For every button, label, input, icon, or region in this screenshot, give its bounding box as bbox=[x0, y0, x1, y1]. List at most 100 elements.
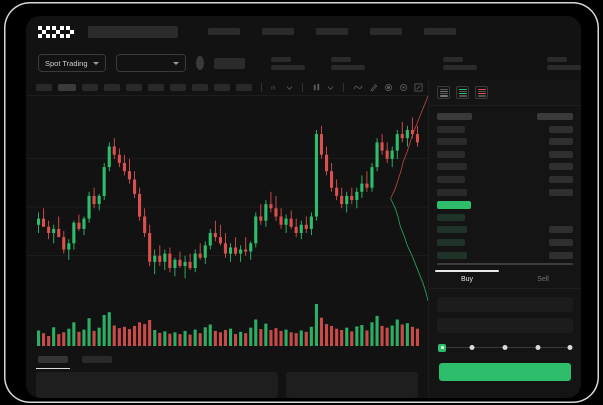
app-screen: Spot Trading bbox=[26, 16, 581, 398]
orderbook-ask-row[interactable] bbox=[429, 188, 581, 197]
amount-percent-slider[interactable] bbox=[438, 343, 573, 353]
tab-sell[interactable]: Sell bbox=[537, 276, 549, 284]
nav-link-5[interactable] bbox=[424, 28, 456, 35]
last-price-spacer bbox=[549, 201, 573, 208]
magnet-icon[interactable] bbox=[384, 83, 393, 92]
chevron-down-icon bbox=[92, 61, 99, 65]
toolbar-divider bbox=[343, 82, 344, 92]
slider-stop-75[interactable] bbox=[535, 344, 541, 350]
chevron-down-icon bbox=[173, 61, 180, 65]
orderbook-asks-icon[interactable] bbox=[475, 86, 488, 99]
timeframe-button-5[interactable] bbox=[126, 83, 142, 91]
stat-item bbox=[443, 56, 477, 70]
stat-item bbox=[547, 56, 581, 70]
chevron-down-icon[interactable] bbox=[286, 84, 293, 91]
orderbook-bids-icon[interactable] bbox=[456, 86, 469, 99]
last-price-highlight bbox=[437, 200, 471, 209]
orderbook-bid-row[interactable] bbox=[429, 225, 581, 234]
timeframe-button-2[interactable] bbox=[58, 83, 76, 91]
nav-link-3[interactable] bbox=[316, 28, 348, 35]
bid-price bbox=[437, 226, 467, 234]
orderbook-ask-row[interactable] bbox=[429, 137, 581, 146]
amount-field[interactable] bbox=[437, 318, 573, 334]
pair-price-label bbox=[214, 57, 245, 69]
chevron-down-icon[interactable] bbox=[327, 84, 334, 91]
stat-label bbox=[443, 56, 463, 62]
ask-price bbox=[437, 150, 465, 158]
bid-price bbox=[437, 251, 467, 259]
orderbook-last-price bbox=[429, 200, 581, 209]
bid-price bbox=[437, 238, 465, 246]
bid-price bbox=[437, 213, 465, 221]
orderbook-header bbox=[429, 112, 581, 121]
orderbook-bid-row[interactable] bbox=[429, 238, 581, 247]
stat-label bbox=[271, 56, 291, 62]
trading-pair-selector[interactable] bbox=[115, 54, 187, 72]
settings-icon[interactable] bbox=[399, 83, 408, 92]
orders-panel-main[interactable] bbox=[36, 372, 278, 398]
orderbook-ask-row[interactable] bbox=[429, 162, 581, 171]
nav-link-2[interactable] bbox=[262, 28, 294, 35]
slider-stop-100[interactable] bbox=[567, 344, 573, 350]
indicators-icon[interactable]: ıh bbox=[271, 83, 280, 92]
nav-link-4[interactable] bbox=[370, 28, 402, 35]
ask-price bbox=[437, 125, 465, 133]
fullscreen-icon[interactable] bbox=[414, 82, 423, 92]
search-input[interactable] bbox=[88, 25, 178, 38]
timeframe-button-10[interactable] bbox=[236, 83, 252, 91]
tab-order-history[interactable] bbox=[82, 356, 112, 363]
stat-value bbox=[271, 64, 305, 70]
submit-order-button[interactable] bbox=[439, 363, 571, 382]
orderbook-depth-bar bbox=[437, 263, 573, 266]
price-field[interactable] bbox=[437, 297, 573, 313]
orderbook-price-header bbox=[437, 113, 472, 120]
top-navigation-bar bbox=[26, 16, 581, 47]
timeframe-button-3[interactable] bbox=[82, 83, 98, 91]
timeframe-button-4[interactable] bbox=[104, 83, 120, 91]
ask-price bbox=[437, 188, 467, 196]
stat-item bbox=[271, 56, 305, 70]
orderbook-bid-row[interactable] bbox=[429, 251, 581, 260]
device-bezel: Spot Trading bbox=[4, 2, 599, 403]
timeframe-button-1[interactable] bbox=[36, 83, 52, 91]
price-chart[interactable] bbox=[26, 96, 428, 351]
orderbook-view-toggles bbox=[429, 79, 581, 106]
chart-type-icon[interactable] bbox=[312, 83, 321, 92]
orderbook-ask-row[interactable] bbox=[429, 125, 581, 134]
bid-amount bbox=[549, 251, 573, 259]
stat-item bbox=[331, 56, 365, 70]
orders-panels bbox=[26, 372, 428, 398]
orders-panel-side[interactable] bbox=[286, 372, 418, 398]
timeframe-button-8[interactable] bbox=[192, 83, 208, 91]
nav-link-1[interactable] bbox=[208, 28, 240, 35]
candlestick-svg bbox=[26, 117, 428, 346]
nav-links bbox=[208, 28, 456, 35]
stat-value bbox=[443, 64, 477, 70]
ask-price bbox=[437, 163, 467, 171]
orderbook-bid-row[interactable] bbox=[429, 213, 581, 222]
coin-avatar bbox=[196, 56, 205, 70]
ask-price bbox=[437, 175, 465, 183]
slider-handle[interactable] bbox=[438, 343, 446, 352]
ask-amount bbox=[549, 125, 573, 133]
market-stats bbox=[271, 56, 581, 70]
orderbook-amount-header bbox=[537, 113, 573, 120]
orderbook-both-icon[interactable] bbox=[437, 86, 450, 99]
trading-mode-selector[interactable]: Spot Trading bbox=[38, 54, 106, 72]
slider-stop-25[interactable] bbox=[469, 344, 475, 350]
orderbook-ask-row[interactable] bbox=[429, 150, 581, 159]
pencil-icon[interactable] bbox=[369, 83, 378, 92]
tab-open-orders[interactable] bbox=[36, 356, 70, 369]
timeframe-button-6[interactable] bbox=[148, 83, 164, 91]
okx-logo-icon[interactable] bbox=[38, 25, 74, 38]
timeframe-button-7[interactable] bbox=[170, 83, 186, 91]
depth-svg bbox=[390, 96, 428, 301]
ask-amount bbox=[549, 163, 573, 171]
trendline-icon[interactable] bbox=[353, 83, 363, 92]
slider-stop-50[interactable] bbox=[502, 344, 508, 350]
timeframe-button-9[interactable] bbox=[214, 83, 230, 91]
ask-amount bbox=[549, 138, 573, 146]
stat-label bbox=[331, 56, 351, 62]
tab-buy[interactable]: Buy bbox=[429, 270, 505, 288]
orderbook-ask-row[interactable] bbox=[429, 175, 581, 184]
